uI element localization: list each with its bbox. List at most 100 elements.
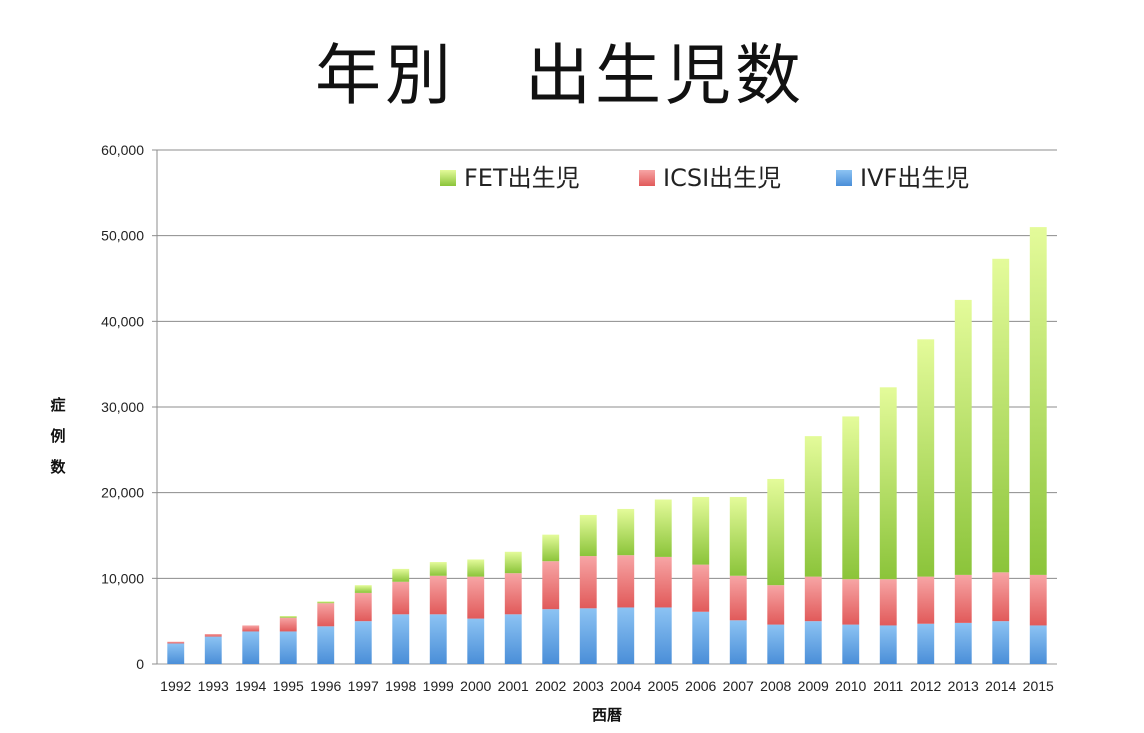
bar-segment	[579, 556, 597, 609]
bar-segment	[542, 561, 560, 610]
bar-segment	[842, 624, 860, 664]
bar-segment	[1029, 574, 1047, 626]
bar-segment	[579, 514, 597, 557]
bar-segment	[804, 436, 822, 577]
x-tick-label: 2005	[648, 678, 679, 694]
bar-segment	[467, 559, 485, 577]
x-tick-label: 2012	[910, 678, 941, 694]
bar-segment	[354, 621, 372, 664]
bar-segment	[429, 562, 447, 576]
bar-segment	[279, 616, 297, 618]
legend-swatch	[836, 170, 852, 186]
x-tick-label: 2007	[723, 678, 754, 694]
y-tick-label: 60,000	[101, 142, 144, 158]
gridlines	[157, 149, 1057, 665]
y-tick-label: 10,000	[101, 570, 144, 586]
x-tick-label: 2011	[873, 678, 903, 694]
bar-segment	[617, 508, 635, 556]
bar-segment	[617, 607, 635, 664]
bar-segment	[954, 299, 972, 575]
bar-segment	[729, 620, 747, 664]
bar-segment	[542, 609, 560, 664]
y-tick-label: 40,000	[101, 313, 144, 329]
x-tick-label: 2002	[535, 678, 566, 694]
bar-segment	[879, 387, 897, 580]
bar-segment	[1029, 625, 1047, 664]
x-tick-label: 2008	[760, 678, 791, 694]
bar-segment	[692, 496, 710, 565]
bar-segment	[917, 623, 935, 664]
bar-segment	[767, 624, 785, 664]
bar-segment	[654, 556, 672, 608]
bar-segment	[804, 621, 822, 664]
x-tick-label: 2004	[610, 678, 641, 694]
bar-segment	[804, 576, 822, 622]
bar-segment	[279, 617, 297, 632]
bar-segment	[504, 614, 522, 664]
bar-segment	[767, 478, 785, 586]
y-tick-label: 30,000	[101, 399, 144, 415]
x-tick-label: 2006	[685, 678, 716, 694]
x-tick-label: 1992	[160, 678, 191, 694]
bar-segment	[579, 608, 597, 664]
bar-segment	[992, 621, 1010, 664]
x-tick-label: 1994	[235, 678, 266, 694]
y-tick-label: 0	[136, 656, 144, 672]
bar-segment	[692, 611, 710, 664]
legend-label: IVF出生児	[860, 164, 969, 192]
bar-segment	[204, 636, 222, 664]
bar-segment	[992, 572, 1010, 622]
bar-segment	[954, 622, 972, 664]
y-tick-label: 20,000	[101, 485, 144, 501]
bar-segment	[167, 641, 185, 644]
bar-segment	[467, 576, 485, 619]
x-tick-label: 1997	[348, 678, 379, 694]
x-axis-title: 西暦	[592, 706, 622, 724]
bar-segment	[467, 618, 485, 664]
legend-label: FET出生児	[464, 164, 580, 192]
axes: 0 10,000 20,000 30,000 40,000 50,000 60,000 199…	[101, 142, 1054, 694]
bar-segment	[504, 573, 522, 615]
legend-swatch	[639, 170, 655, 186]
bar-segment	[729, 575, 747, 621]
x-tick-label: 2010	[835, 678, 866, 694]
bar-segment	[842, 416, 860, 580]
x-tick-label: 1996	[310, 678, 341, 694]
bar-segment	[429, 575, 447, 615]
x-tick-label: 1999	[423, 678, 454, 694]
bar-segment	[504, 551, 522, 574]
bar-segment	[879, 625, 897, 664]
bar-segment	[242, 625, 260, 632]
bar-segment	[654, 607, 672, 664]
bar-segment	[842, 579, 860, 625]
x-tick-label: 2001	[498, 678, 529, 694]
bar-segment	[392, 581, 410, 615]
x-tick-label: 2014	[985, 678, 1016, 694]
bar-segment	[317, 626, 335, 664]
bar-segment	[242, 631, 260, 664]
bar-segment	[542, 534, 560, 562]
bar-segment	[917, 339, 935, 577]
legend-label: ICSI出生児	[663, 164, 781, 192]
x-tick-label: 2003	[573, 678, 604, 694]
x-tick-label: 2009	[798, 678, 829, 694]
bar-segment	[692, 564, 710, 612]
bar-segment	[617, 555, 635, 608]
x-tick-label: 2013	[948, 678, 979, 694]
bar-segment	[354, 592, 372, 622]
bar-segment	[429, 614, 447, 664]
x-tick-label: 1993	[198, 678, 229, 694]
bar-segment	[954, 574, 972, 623]
bar-segment	[392, 568, 410, 582]
bar-segment	[654, 499, 672, 557]
legend-swatch	[440, 170, 456, 186]
x-tick-label: 2015	[1023, 678, 1054, 694]
bar-segment	[317, 601, 335, 604]
x-tick-label: 2000	[460, 678, 491, 694]
bar-segment	[1029, 227, 1047, 575]
x-tick-label: 1998	[385, 678, 416, 694]
y-axis-title: 症例数	[50, 396, 66, 476]
bar-segment	[167, 643, 185, 664]
bar-segment	[204, 634, 222, 637]
